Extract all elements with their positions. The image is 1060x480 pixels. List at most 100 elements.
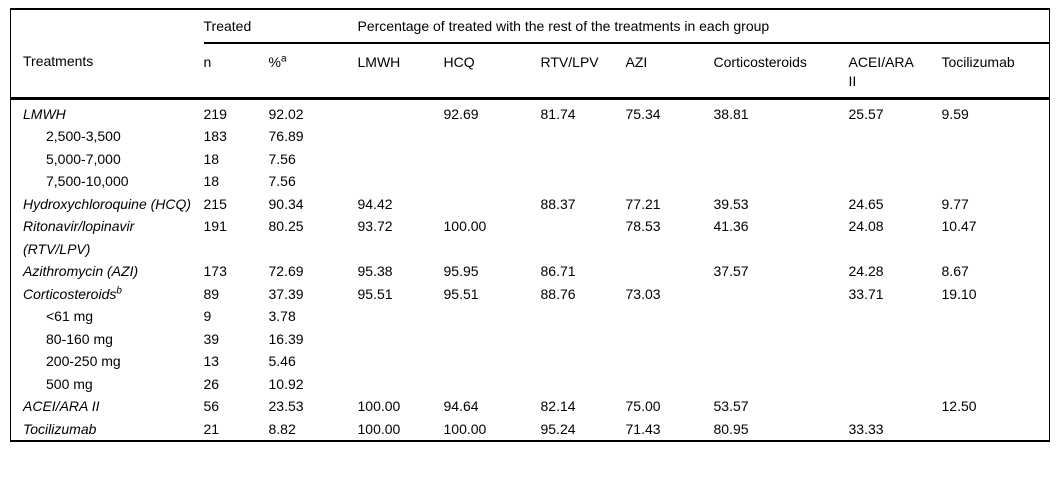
value-cell bbox=[541, 215, 626, 260]
value-cell bbox=[626, 170, 714, 193]
value-cell: 100.00 bbox=[443, 420, 487, 437]
value-cell bbox=[444, 193, 541, 216]
value-cell bbox=[358, 373, 444, 396]
value-cell bbox=[849, 373, 942, 396]
value-cell bbox=[541, 148, 626, 171]
table-row: Azithromycin (AZI) 173 72.69 95.38 95.95 86.7… bbox=[11, 260, 1050, 283]
value-cell bbox=[358, 305, 444, 328]
treatment-name-cell: 7,500-10,000 bbox=[46, 173, 129, 189]
table-row: Tocilizumab 21 8.82 100.00 100.00 95.24 71.43 8… bbox=[11, 418, 1050, 442]
col-header-acei-ara-ii: ACEI/ARA II bbox=[848, 43, 942, 100]
value-cell bbox=[358, 125, 444, 148]
table-row: 500 mg 26 10.92 bbox=[11, 373, 1050, 396]
value-cell bbox=[714, 350, 849, 373]
value-cell: 3.78 bbox=[268, 308, 296, 324]
treatment-name-cell: Corticosteroidsb bbox=[23, 284, 122, 302]
value-cell bbox=[358, 148, 444, 171]
value-cell: 39.53 bbox=[713, 195, 749, 212]
treatment-name-cell: 2,500-3,500 bbox=[46, 128, 121, 144]
value-cell: 88.76 bbox=[540, 285, 576, 302]
treatment-name-cell: 5,000-7,000 bbox=[46, 150, 121, 167]
treatment-name-cell: ACEI/ARA II bbox=[23, 398, 100, 414]
treatment-name-cell: 500 mg bbox=[46, 375, 93, 392]
col-header-corticosteroids: Corticosteroids bbox=[713, 43, 849, 100]
table-row: Hydroxychloroquine (HCQ) 215 90.34 94.42 88.… bbox=[11, 193, 1050, 216]
value-cell bbox=[444, 125, 541, 148]
value-cell: 38.81 bbox=[713, 105, 749, 122]
col-header-lmwh: LMWH bbox=[357, 43, 444, 100]
value-cell bbox=[444, 170, 541, 193]
value-cell: 77.21 bbox=[625, 195, 661, 212]
value-cell: 7.56 bbox=[268, 173, 296, 189]
value-cell: 72.69 bbox=[268, 263, 304, 279]
table-row: Corticosteroidsb 89 37.39 95.51 95.51 88.76 73… bbox=[11, 283, 1050, 306]
value-cell: 53.57 bbox=[713, 398, 749, 414]
value-cell bbox=[849, 170, 942, 193]
value-cell bbox=[358, 328, 444, 351]
value-cell: 18 bbox=[203, 173, 220, 189]
table-row: 2,500-3,500 183 76.89 bbox=[11, 125, 1050, 148]
value-cell bbox=[849, 148, 942, 171]
column-header-row: Treatments n %a LMWH HCQ RTV/LPV AZI Cor… bbox=[10, 43, 1050, 100]
treatment-name-cell: Azithromycin (AZI) bbox=[23, 263, 139, 279]
value-cell: 33.71 bbox=[848, 285, 884, 302]
value-cell bbox=[942, 418, 1050, 442]
table-header: Treated Percentage of treated with the r… bbox=[10, 9, 1050, 100]
value-cell: 92.02 bbox=[268, 105, 304, 122]
treatment-name-cell: LMWH bbox=[23, 105, 66, 122]
value-cell bbox=[942, 170, 1050, 193]
value-cell bbox=[358, 350, 444, 373]
value-cell: 173 bbox=[203, 263, 227, 279]
value-cell: 10.47 bbox=[941, 218, 977, 234]
value-cell: 71.43 bbox=[625, 420, 661, 437]
value-cell: 37.39 bbox=[268, 285, 304, 302]
value-cell: 8.67 bbox=[941, 263, 969, 279]
treatment-name-cell: 80-160 mg bbox=[46, 330, 113, 347]
value-cell: 100.00 bbox=[443, 218, 487, 234]
value-cell: 90.34 bbox=[268, 195, 304, 212]
value-cell bbox=[358, 98, 444, 125]
value-cell: 95.51 bbox=[357, 285, 393, 302]
col-header-azi: AZI bbox=[625, 43, 714, 100]
value-cell: 76.89 bbox=[268, 128, 304, 144]
table-row: Ritonavir/lopinavir (RTV/LPV) 191 80.25 93.… bbox=[11, 215, 1050, 260]
value-cell: 93.72 bbox=[357, 218, 393, 234]
value-cell: 95.24 bbox=[540, 420, 576, 437]
value-cell: 24.65 bbox=[848, 195, 884, 212]
value-cell bbox=[714, 283, 849, 306]
treatments-table: Treated Percentage of treated with the r… bbox=[10, 8, 1051, 442]
value-cell bbox=[942, 305, 1050, 328]
value-cell: 25.57 bbox=[848, 105, 884, 122]
value-cell: 9.59 bbox=[941, 105, 969, 122]
value-cell: 7.56 bbox=[268, 150, 296, 167]
value-cell bbox=[444, 305, 541, 328]
treatment-name-cell: Tocilizumab bbox=[23, 420, 97, 437]
value-cell: 89 bbox=[203, 285, 220, 302]
value-cell: 5.46 bbox=[268, 353, 296, 369]
value-cell: 18 bbox=[203, 150, 220, 167]
table-row: <61 mg 9 3.78 bbox=[11, 305, 1050, 328]
value-cell: 37.57 bbox=[713, 263, 749, 279]
value-cell bbox=[444, 373, 541, 396]
value-cell: 95.38 bbox=[357, 263, 393, 279]
value-cell bbox=[714, 125, 849, 148]
value-cell: 81.74 bbox=[540, 105, 576, 122]
value-cell: 9 bbox=[203, 308, 212, 324]
col-header-treatments: Treatments bbox=[10, 43, 204, 100]
treatment-name-cell: Ritonavir/lopinavir (RTV/LPV) bbox=[23, 218, 135, 257]
value-cell: 94.42 bbox=[357, 195, 393, 212]
spanner-percentage: Percentage of treated with the rest of t… bbox=[357, 9, 1050, 44]
table-row: 200-250 mg 13 5.46 bbox=[11, 350, 1050, 373]
value-cell: 183 bbox=[203, 128, 227, 144]
col-header-tocilizumab: Tocilizumab bbox=[941, 43, 1050, 100]
value-cell bbox=[942, 328, 1050, 351]
value-cell bbox=[626, 350, 714, 373]
value-cell bbox=[714, 305, 849, 328]
table-row: ACEI/ARA II 56 23.53 100.00 94.64 82.14 75.00 5… bbox=[11, 395, 1050, 418]
value-cell: 80.25 bbox=[268, 218, 304, 234]
value-cell bbox=[714, 148, 849, 171]
value-cell bbox=[444, 148, 541, 171]
value-cell bbox=[626, 373, 714, 396]
value-cell: 78.53 bbox=[625, 218, 661, 234]
value-cell: 23.53 bbox=[268, 398, 304, 414]
